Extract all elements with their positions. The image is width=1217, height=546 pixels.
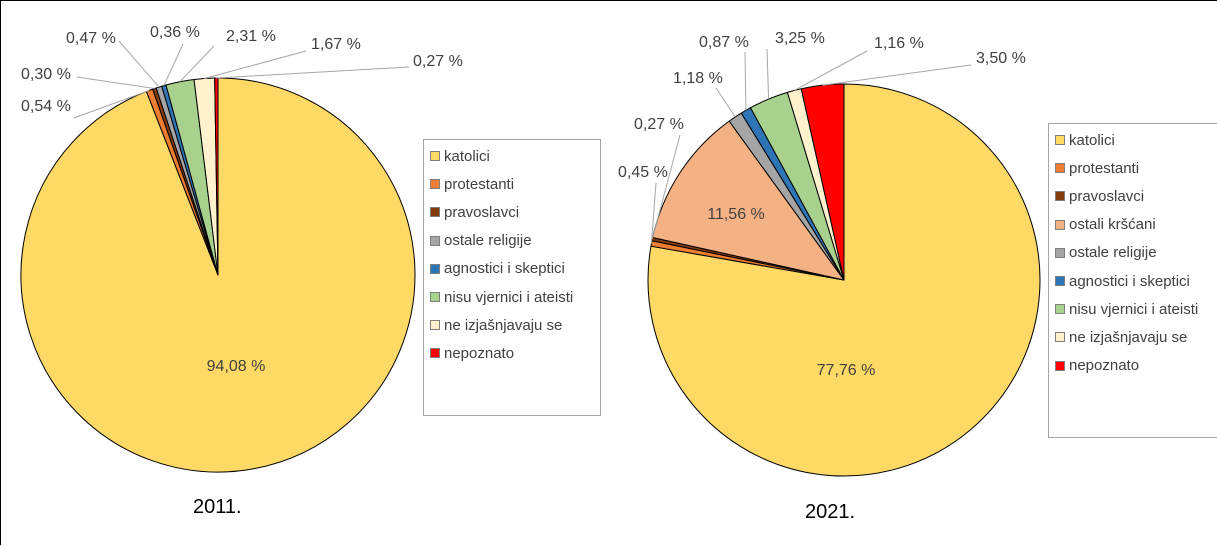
data-label-ostale-religije: 0,47 %	[66, 30, 116, 47]
legend-item-pravoslavci: pravoslavci	[430, 198, 600, 226]
legend-label: ostale religije	[444, 232, 532, 250]
legend-label: pravoslavci	[1069, 187, 1145, 205]
data-label-nisu-vjernici-i-ateisti: 2,31 %	[226, 28, 276, 45]
legend-label: ne izjašnjavaju se	[1069, 328, 1188, 346]
legend-label: katolici	[1069, 131, 1115, 149]
legend-swatch	[430, 151, 440, 162]
legend-label: nisu vjernici i ateisti	[1069, 300, 1199, 318]
data-label-protestanti: 0,54 %	[21, 98, 71, 115]
legend-label: agnostici i skeptici	[1069, 272, 1190, 290]
leader-line-protestanti	[650, 182, 657, 244]
legend-label: ostali kršćani	[1069, 216, 1156, 234]
legend-label: ne izjašnjavaju se	[444, 316, 563, 334]
legend-swatch	[1055, 135, 1065, 146]
data-label-agnostici-i-skeptici: 0,36 %	[150, 24, 200, 41]
data-label-pravoslavci: 0,27 %	[634, 116, 684, 133]
legend-item-protestanti: protestanti	[1055, 154, 1217, 182]
data-label-pravoslavci: 0,30 %	[21, 66, 71, 83]
chart-title-2021: 2021.	[805, 501, 856, 523]
legend-item-nisu-vjernici-i-ateisti: nisu vjernici i ateisti	[1055, 295, 1217, 323]
legend-item-ostali-krscani: ostali kršćani	[1055, 211, 1217, 239]
legend-label: pravoslavci	[444, 203, 520, 221]
legend-swatch	[430, 263, 440, 274]
slice-nepoznato	[800, 83, 845, 281]
legend-item-protestanti: protestanti	[430, 170, 600, 198]
data-label-katolici: 94,08 %	[207, 358, 266, 375]
leader-line-ne-izjasnjavaju-se	[794, 50, 868, 91]
data-label-katolici: 77,76 %	[817, 362, 876, 379]
leader-line-ostale-religije	[118, 40, 160, 88]
legend-swatch	[1055, 219, 1065, 230]
legend-swatch	[1055, 332, 1065, 343]
legend-swatch	[430, 320, 440, 331]
legend-swatch	[430, 348, 440, 359]
data-label-nepoznato: 3,50 %	[976, 50, 1026, 67]
legend-label: nisu vjernici i ateisti	[444, 288, 574, 306]
legend-item-katolici: katolici	[430, 142, 600, 170]
legend-label: nepoznato	[444, 344, 515, 362]
legend-2011: katolici protestanti pravoslavci ostale rel…	[423, 139, 601, 416]
leader-line-nepoznato	[216, 66, 410, 79]
data-label-ostale-religije: 1,18 %	[673, 70, 723, 87]
leader-line-agnostici-i-skeptici	[744, 51, 747, 111]
chart-title-2011: 2011.	[193, 496, 242, 518]
data-label-protestanti: 0,45 %	[618, 164, 668, 181]
data-label-nepoznato: 0,27 %	[413, 53, 463, 70]
leader-line-pravoslavci	[651, 134, 681, 240]
legend-2021: katolici protestanti pravoslavci ostali krš…	[1048, 123, 1217, 438]
data-label-agnostici-i-skeptici: 0,87 %	[699, 34, 749, 51]
leader-line-nepoznato	[822, 64, 972, 86]
legend-swatch	[1055, 360, 1065, 371]
leader-line-pravoslavci	[76, 76, 155, 89]
pie-2021: 77,76 % 0,45 % 0,27 % 11,56 % 1,18 % 0,87 % 3,…	[618, 30, 1041, 477]
data-label-ne-izjasnjavaju-se: 1,16 %	[874, 35, 924, 52]
legend-swatch	[430, 207, 440, 218]
legend-item-agnostici-i-skeptici: agnostici i skeptici	[1055, 267, 1217, 295]
legend-label: ostale religije	[1069, 244, 1157, 262]
leader-line-agnostici-i-skeptici	[163, 43, 184, 86]
legend-swatch	[1055, 163, 1065, 174]
leader-line-nisu-vjernici-i-ateisti	[766, 48, 770, 100]
legend-item-nisu-vjernici-i-ateisti: nisu vjernici i ateisti	[430, 283, 600, 311]
legend-swatch	[1055, 304, 1065, 315]
data-label-nisu-vjernici-i-ateisti: 3,25 %	[775, 30, 825, 47]
legend-swatch	[1055, 276, 1065, 287]
legend-item-nepoznato: nepoznato	[1055, 352, 1217, 380]
legend-swatch	[1055, 191, 1065, 202]
legend-item-ostale-religije: ostale religije	[1055, 239, 1217, 267]
legend-label: agnostici i skeptici	[444, 260, 565, 278]
legend-label: katolici	[444, 147, 490, 165]
legend-item-ne-izjasnjavaju-se: ne izjašnjavaju se	[1055, 323, 1217, 351]
legend-label: protestanti	[444, 175, 515, 193]
leader-line-nisu-vjernici-i-ateisti	[179, 45, 215, 83]
leader-line-ostale-religije	[715, 87, 736, 118]
legend-item-katolici: katolici	[1055, 126, 1217, 154]
data-label-ostali-krscani: 11,56 %	[707, 206, 765, 223]
legend-swatch	[430, 292, 440, 303]
legend-item-ne-izjasnjavaju-se: ne izjašnjavaju se	[430, 311, 600, 339]
leader-line-ne-izjasnjavaju-se	[204, 50, 307, 79]
leader-line-protestanti	[73, 89, 150, 119]
legend-item-nepoznato: nepoznato	[430, 339, 600, 367]
legend-label: nepoznato	[1069, 357, 1140, 375]
pie-2011: 94,08 % 0,54 % 0,30 % 0,47 % 0,36 % 2,31 % 1,6…	[20, 24, 463, 473]
legend-item-agnostici-i-skeptici: agnostici i skeptici	[430, 255, 600, 283]
data-label-ne-izjasnjavaju-se: 1,67 %	[311, 36, 361, 53]
legend-swatch	[1055, 247, 1065, 258]
legend-label: protestanti	[1069, 159, 1140, 177]
legend-swatch	[430, 235, 440, 246]
slice-katolici	[647, 83, 1041, 477]
legend-swatch	[430, 179, 440, 190]
legend-item-pravoslavci: pravoslavci	[1055, 182, 1217, 210]
legend-item-ostale-religije: ostale religije	[430, 227, 600, 255]
